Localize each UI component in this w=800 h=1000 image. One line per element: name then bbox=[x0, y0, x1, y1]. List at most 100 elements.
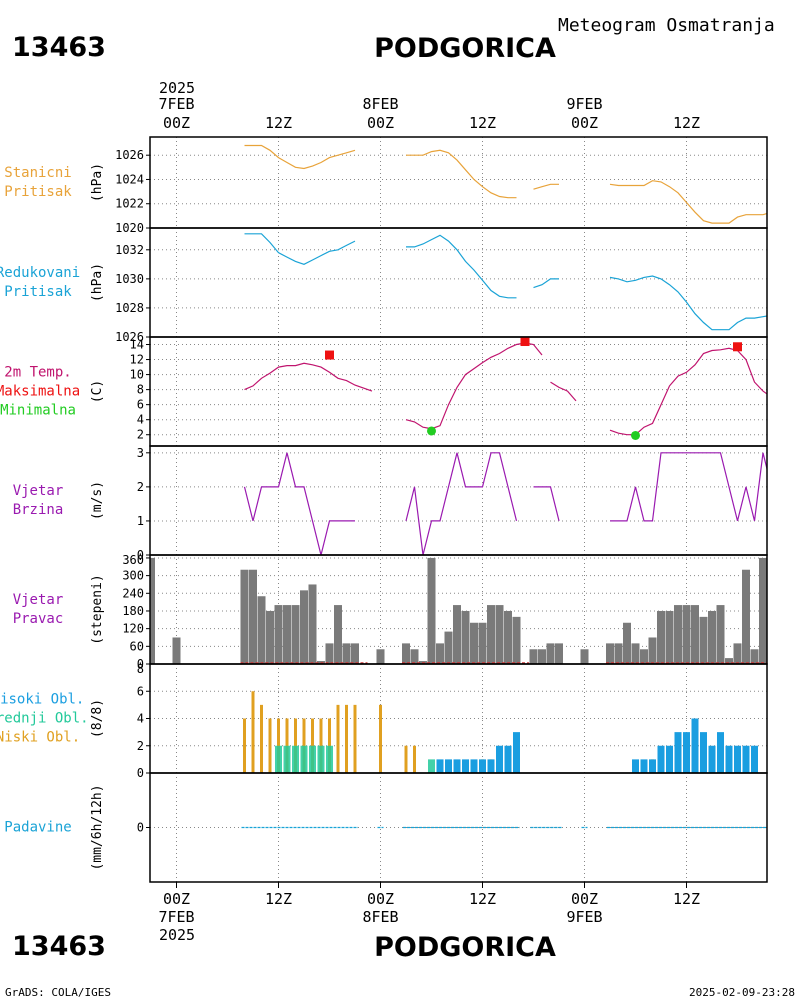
direction-bar bbox=[342, 643, 351, 664]
high-cloud-bar bbox=[751, 745, 758, 773]
station_pressure-series-line bbox=[244, 144, 356, 170]
bottom-date-label: 8FEB bbox=[362, 908, 398, 926]
clouds-ytick-label: 4 bbox=[137, 712, 144, 726]
bottom-time-label: 12Z bbox=[469, 890, 496, 908]
wind_direction-ytick-label: 120 bbox=[122, 622, 144, 636]
bottom-year-label: 2025 bbox=[159, 926, 195, 944]
high-cloud-bar bbox=[496, 745, 503, 773]
direction-bar bbox=[691, 605, 699, 664]
direction-bar bbox=[453, 605, 461, 664]
direction-bar bbox=[512, 616, 521, 664]
direction-bar bbox=[674, 605, 682, 664]
station-id-bottom: 13463 bbox=[12, 931, 106, 962]
high-cloud-bar bbox=[462, 759, 469, 773]
direction-bar bbox=[351, 643, 359, 664]
temperature-frame bbox=[149, 336, 768, 447]
direction-bar bbox=[538, 649, 546, 664]
direction-bar bbox=[682, 605, 691, 664]
top-time-label: 12Z bbox=[673, 114, 700, 132]
wind_direction-ytick-label: 360 bbox=[122, 553, 144, 567]
direction-bar bbox=[172, 637, 181, 664]
top-time-label: 00Z bbox=[367, 114, 394, 132]
direction-bar bbox=[631, 643, 640, 664]
reduced_pressure-series-line bbox=[244, 233, 356, 265]
mid-cloud-bar bbox=[283, 745, 291, 773]
station_pressure-label-line: Stanicni bbox=[4, 165, 71, 181]
top-date-label: 9FEB bbox=[566, 95, 602, 113]
top-date-label: 8FEB bbox=[362, 95, 398, 113]
temperature-ytick-label: 4 bbox=[137, 413, 144, 427]
clouds-data bbox=[243, 691, 758, 773]
wind_speed-ytick-label: 2 bbox=[137, 480, 144, 494]
wind_speed-ytick-label: 3 bbox=[137, 446, 144, 460]
direction-bar bbox=[478, 622, 487, 664]
station_pressure-panel: 1020 1022 1024 1026 (hPa) Stanicni Pritisak bbox=[4, 136, 768, 235]
temperature-series-line bbox=[609, 347, 767, 436]
wind_direction-ylabel: (stepeni) bbox=[90, 574, 105, 644]
direction-bar bbox=[648, 637, 657, 664]
wind_direction-data bbox=[150, 557, 767, 664]
clouds-label-line: Niski Obl. bbox=[0, 730, 80, 746]
direction-bar bbox=[300, 590, 308, 664]
station_pressure-ytick-label: 1020 bbox=[115, 221, 144, 235]
precipitation-panel: 0 (mm/6h/12h) Padavine bbox=[4, 772, 768, 883]
direction-bar bbox=[257, 596, 266, 664]
high-cloud-bar bbox=[700, 732, 707, 773]
precipitation-label-line: Padavine bbox=[4, 820, 71, 836]
mid-cloud-bar bbox=[275, 745, 282, 773]
high-cloud-bar bbox=[742, 745, 750, 773]
high-cloud-bar bbox=[453, 759, 461, 773]
wind_speed-series-line bbox=[405, 452, 518, 555]
direction-bar bbox=[150, 557, 155, 664]
temperature-series-line bbox=[405, 342, 543, 430]
direction-bar bbox=[640, 649, 648, 664]
direction-bar bbox=[665, 610, 674, 664]
temperature-ytick-label: 2 bbox=[137, 428, 144, 442]
clouds-ytick-label: 0 bbox=[137, 766, 144, 780]
high-cloud-bar bbox=[649, 759, 656, 773]
reduced_pressure-panel: 1026 1028 1030 1032 (hPa) Redukovani Pritisak bbox=[0, 227, 768, 344]
reduced_pressure-data bbox=[244, 233, 767, 331]
wind_direction-ytick-label: 180 bbox=[122, 604, 144, 618]
wind_speed-ytick-label: 0 bbox=[137, 548, 144, 562]
wind_direction-label-line: Vjetar bbox=[13, 592, 64, 608]
station_pressure-ylabel: (hPa) bbox=[90, 163, 105, 202]
temperature-series-line bbox=[550, 381, 577, 402]
wind_direction-ytick-label: 240 bbox=[122, 586, 144, 600]
high-cloud-bar bbox=[436, 759, 444, 773]
mid-cloud-bar bbox=[326, 745, 333, 773]
high-cloud-bar bbox=[632, 759, 639, 773]
high-cloud-bar bbox=[717, 732, 724, 773]
high-cloud-bar bbox=[691, 718, 699, 773]
bottom-time-label: 12Z bbox=[265, 890, 292, 908]
direction-bar bbox=[546, 643, 555, 664]
high-cloud-bar bbox=[640, 759, 648, 773]
high-cloud-bar bbox=[487, 759, 495, 773]
bottom-time-label: 00Z bbox=[571, 890, 598, 908]
wind_speed-label-line: Vjetar bbox=[13, 483, 64, 499]
top-year-label: 2025 bbox=[159, 79, 195, 97]
direction-bar bbox=[495, 605, 504, 664]
mid-cloud-bar bbox=[309, 745, 316, 773]
reduced_pressure-label-line: Redukovani bbox=[0, 265, 80, 281]
high-cloud-bar bbox=[513, 732, 520, 773]
temperature-ytick-label: 8 bbox=[137, 383, 144, 397]
station_pressure-label-line: Pritisak bbox=[4, 184, 72, 200]
low-cloud-bar bbox=[404, 745, 408, 773]
clouds-label-line: Visoki Obl. bbox=[0, 692, 84, 708]
temperature-label-line: Minimalna bbox=[0, 403, 76, 419]
reduced_pressure-series-line bbox=[533, 278, 559, 289]
station_pressure-series-line bbox=[406, 149, 517, 199]
direction-bar bbox=[283, 605, 291, 664]
wind_speed-frame bbox=[149, 445, 768, 556]
top-time-label: 00Z bbox=[163, 114, 190, 132]
low-cloud-bar bbox=[413, 745, 416, 773]
direction-bar bbox=[580, 649, 589, 664]
high-cloud-bar bbox=[708, 745, 716, 773]
temperature-ytick-label: 14 bbox=[130, 338, 144, 352]
low-cloud-bar bbox=[345, 704, 348, 773]
wind_direction-ytick-label: 300 bbox=[122, 569, 144, 583]
max-temp-marker bbox=[520, 337, 530, 347]
direction-bar bbox=[750, 649, 759, 664]
reduced_pressure-label-line: Pritisak bbox=[4, 284, 72, 300]
